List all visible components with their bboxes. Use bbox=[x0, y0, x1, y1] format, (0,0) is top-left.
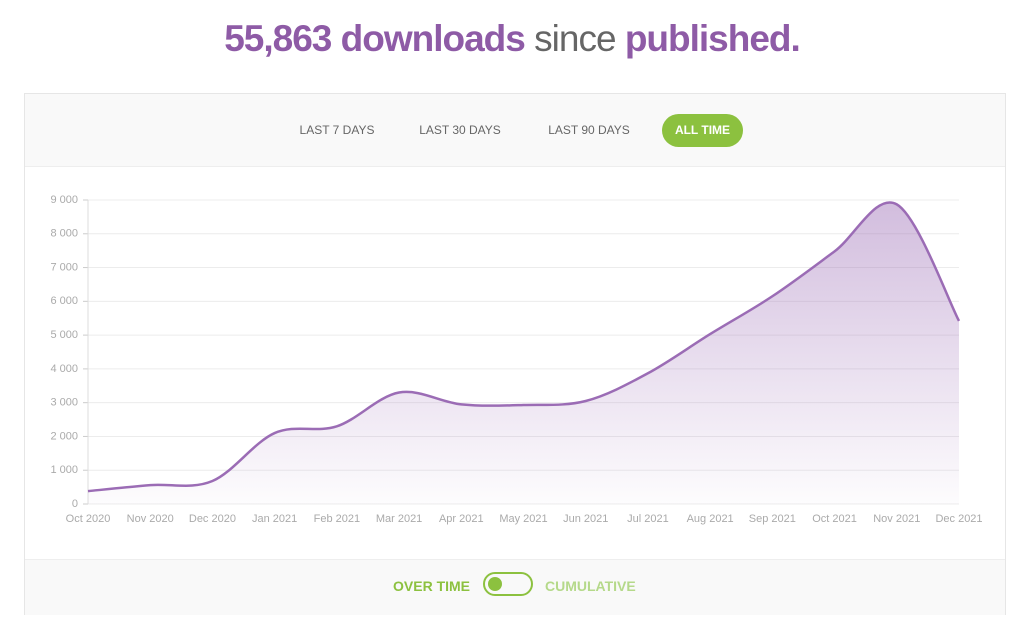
tab[interactable]: LAST 90 DAYS bbox=[548, 123, 630, 137]
footer-bar: OVER TIME CUMULATIVE bbox=[25, 559, 1005, 615]
headline-published: published. bbox=[624, 18, 801, 59]
chart: 0 1 000 2 000 3 000 4 000 5 000 6 000 7 000 8 00… bbox=[50, 194, 982, 525]
y-tick-label: 2 000 bbox=[50, 430, 78, 442]
x-tick-label: Jun 2021 bbox=[563, 513, 608, 525]
toggle-switch[interactable] bbox=[483, 572, 533, 596]
y-tick-label: 9 000 bbox=[50, 194, 78, 206]
tab-active[interactable]: ALL TIME bbox=[662, 114, 743, 147]
x-tick-label: May 2021 bbox=[499, 513, 547, 525]
x-tick-label: Dec 2020 bbox=[189, 513, 236, 525]
tab[interactable]: LAST 30 DAYS bbox=[419, 123, 501, 137]
x-tick-label: Sep 2021 bbox=[749, 513, 796, 525]
toggle-label-right[interactable]: CUMULATIVE bbox=[545, 578, 636, 594]
y-tick-label: 1 000 bbox=[50, 464, 78, 476]
x-tick-label: Aug 2021 bbox=[687, 513, 734, 525]
y-tick-label: 0 bbox=[72, 498, 78, 510]
tab-bar: LAST 7 DAYS LAST 30 DAYS LAST 90 DAYS AL… bbox=[25, 94, 1005, 167]
x-tick-label: Oct 2021 bbox=[812, 513, 857, 525]
x-tick-label: Jul 2021 bbox=[627, 513, 669, 525]
headline-since: since bbox=[534, 18, 616, 59]
stats-card: LAST 7 DAYS LAST 30 DAYS LAST 90 DAYS AL… bbox=[24, 93, 1006, 615]
toggle-label-left[interactable]: OVER TIME bbox=[393, 578, 471, 594]
y-tick-label: 3 000 bbox=[50, 397, 78, 409]
line bbox=[87, 201, 961, 493]
x-tick-label: Mar 2021 bbox=[376, 513, 422, 525]
toggle-knob bbox=[488, 577, 502, 591]
x-tick-label: Apr 2021 bbox=[439, 513, 484, 525]
x-tick-label: Oct 2020 bbox=[66, 513, 111, 525]
headline: 55,863 downloads since published. bbox=[0, 18, 1024, 60]
x-tick-label: Nov 2020 bbox=[127, 513, 174, 525]
tab[interactable]: LAST 7 DAYS bbox=[299, 123, 375, 137]
y-tick-label: 8 000 bbox=[50, 228, 78, 240]
area-fill bbox=[88, 202, 959, 504]
x-tick-label: Jan 2021 bbox=[252, 513, 297, 525]
y-tick-label: 6 000 bbox=[50, 295, 78, 307]
y-tick-label: 4 000 bbox=[50, 363, 78, 375]
x-tick-label: Dec 2021 bbox=[935, 513, 982, 525]
headline-count: 55,863 downloads bbox=[224, 18, 526, 59]
y-tick-label: 7 000 bbox=[50, 261, 78, 273]
y-tick-label: 5 000 bbox=[50, 329, 78, 341]
x-tick-label: Nov 2021 bbox=[873, 513, 920, 525]
x-tick-label: Feb 2021 bbox=[314, 513, 360, 525]
